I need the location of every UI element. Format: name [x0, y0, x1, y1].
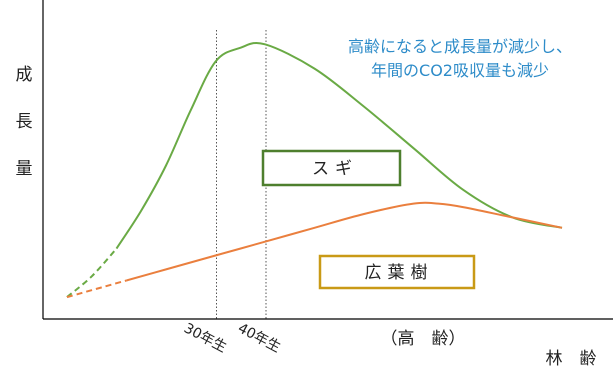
tick-label-30: 30年生 [181, 320, 229, 356]
series-1-dashed-segment [66, 279, 127, 299]
y-axis-label-char: 成 [16, 65, 33, 85]
annotation-line-2: 年間のCO2吸収量も減少 [371, 61, 549, 80]
legend-sugi-label: スギ [312, 159, 358, 179]
series-1-line [126, 201, 563, 282]
series-0-dashed-segment [66, 247, 118, 298]
annotation-line-1: 高齢になると成長量が減少し、 [348, 37, 572, 56]
legend-broadleaf-box [318, 254, 476, 290]
y-axis-label-char: 長 [16, 112, 33, 132]
legend-broadleaf-label: 広葉樹 [365, 263, 434, 283]
y-axis-label: 成長量 [16, 65, 33, 179]
series-0-line [115, 41, 563, 250]
series-lines [66, 41, 563, 299]
reference-lines [216, 30, 267, 319]
legend-sugi-box [261, 149, 402, 187]
y-axis-label-char: 量 [16, 159, 33, 179]
x-axis-label: 林 齢 [546, 349, 597, 369]
x-annotation: （高 齢） [381, 329, 466, 349]
tick-label-40: 40年生 [235, 320, 283, 356]
